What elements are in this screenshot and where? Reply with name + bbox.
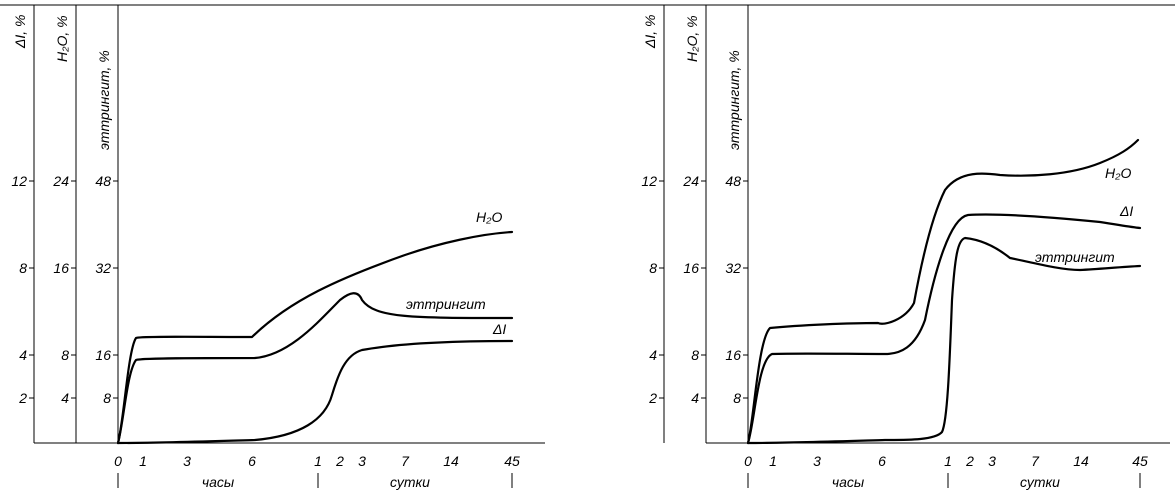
right-x-tick-label: 6 xyxy=(878,453,886,469)
right-x-tick-label: 1 xyxy=(944,453,952,469)
right-h2o-tick-label: 4 xyxy=(691,390,699,406)
left-h2o-tick-label: 24 xyxy=(52,173,69,189)
right-x-tick-label: 1 xyxy=(769,453,777,469)
left-ettringite-tick-label: 16 xyxy=(95,347,111,363)
right-dl-tick-label: 8 xyxy=(649,260,657,276)
left-dl-curve xyxy=(116,339,514,445)
right-period-days-label: сутки xyxy=(1020,474,1060,490)
right-h2o-tick-label: 24 xyxy=(682,173,699,189)
right-ettringite-series-label: эттрингит xyxy=(1035,249,1115,265)
left-x-tick-label: 3 xyxy=(183,453,191,469)
right-dl-tick-label: 12 xyxy=(641,173,657,189)
right-x-tick-label: 3 xyxy=(813,453,821,469)
right-dl-curve xyxy=(746,213,1142,445)
right-h2o-series-label: H₂O xyxy=(1105,165,1131,181)
left-h2o-tick-label: 8 xyxy=(61,347,69,363)
left-h2o-axis-title: H₂O, % xyxy=(54,15,70,62)
left-period-hours-label: часы xyxy=(202,474,235,490)
left-x-tick-label: 3 xyxy=(358,453,366,469)
right-dl-tick-label: 4 xyxy=(649,347,657,363)
right-h2o-axis-title: H₂O, % xyxy=(684,15,700,62)
left-x-tick-label: 6 xyxy=(248,453,256,469)
right-x-tick-label: 0 xyxy=(744,453,752,469)
right-h2o-tick-label: 8 xyxy=(691,347,699,363)
left-ettringite-curve xyxy=(116,292,514,445)
left-period-days-label: сутки xyxy=(390,474,430,490)
left-ettringite-tick-label: 8 xyxy=(103,390,111,406)
left-x-tick-label: 45 xyxy=(504,453,520,469)
right-ettringite-curve xyxy=(746,236,1142,445)
right-h2o-curve xyxy=(746,138,1140,445)
left-x-tick-label: 1 xyxy=(314,453,322,469)
right-ettringite-tick-label: 48 xyxy=(725,173,741,189)
left-dl-series-label: ΔI xyxy=(492,321,506,337)
left-h2o-curve xyxy=(116,230,514,445)
left-x-tick-label: 0 xyxy=(114,453,122,469)
left-h2o-tick-label: 4 xyxy=(61,390,69,406)
left-ettringite-series-label: эттрингит xyxy=(406,296,486,312)
right-x-tick-label: 45 xyxy=(1132,453,1148,469)
right-dl-tick-label: 2 xyxy=(648,390,657,406)
right-dl-axis-title: ΔI, % xyxy=(642,14,658,49)
left-x-tick-label: 2 xyxy=(335,453,344,469)
right-dl-series-label: ΔI xyxy=(1119,203,1133,219)
right-panel: ΔI, % H₂O, % эттрингит, % 2 4 8 12 4 8 1… xyxy=(641,5,1170,490)
left-h2o-tick-label: 16 xyxy=(53,260,69,276)
left-x-tick-label: 14 xyxy=(443,453,459,469)
left-ettringite-tick-label: 48 xyxy=(95,173,111,189)
left-ettringite-axis-title: эттрингит, % xyxy=(96,50,112,150)
left-panel: ΔI, % H₂O, % эттрингит, % 2 4 8 12 4 8 1… xyxy=(11,5,545,490)
left-dl-axis-title: ΔI, % xyxy=(12,14,28,49)
left-dl-tick-label: 4 xyxy=(19,347,27,363)
left-h2o-series-label: H₂O xyxy=(476,209,502,225)
left-x-tick-label: 1 xyxy=(139,453,147,469)
right-ettringite-axis-title: эттрингит, % xyxy=(726,50,742,150)
left-dl-tick-label: 8 xyxy=(19,260,27,276)
right-ettringite-tick-label: 8 xyxy=(733,390,741,406)
right-period-hours-label: часы xyxy=(832,474,865,490)
left-dl-tick-label: 12 xyxy=(11,173,27,189)
left-ettringite-tick-label: 32 xyxy=(95,260,111,276)
right-ettringite-tick-label: 16 xyxy=(725,347,741,363)
left-x-tick-label: 7 xyxy=(401,453,410,469)
right-x-tick-label: 3 xyxy=(988,453,996,469)
right-h2o-tick-label: 16 xyxy=(683,260,699,276)
right-x-tick-label: 2 xyxy=(965,453,974,469)
right-x-tick-label: 7 xyxy=(1031,453,1040,469)
left-dl-tick-label: 2 xyxy=(18,390,27,406)
right-ettringite-tick-label: 32 xyxy=(725,260,741,276)
right-x-tick-label: 14 xyxy=(1073,453,1089,469)
